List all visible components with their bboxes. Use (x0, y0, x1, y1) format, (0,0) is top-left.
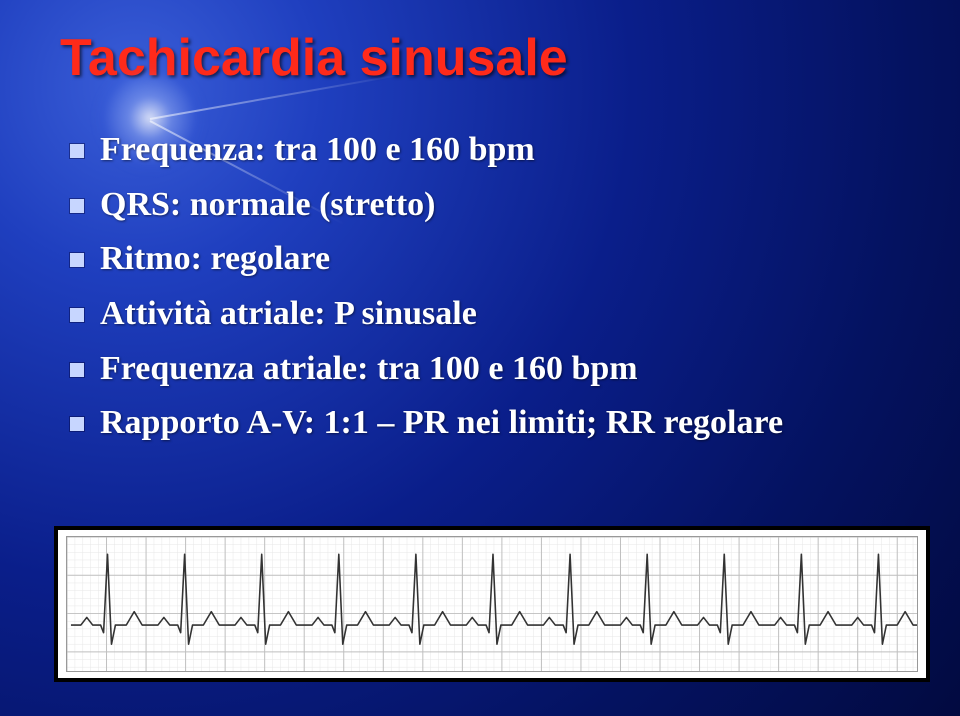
slide-title: Tachicardia sinusale (60, 28, 920, 88)
ecg-trace-svg (67, 537, 917, 671)
bullet-item: Attività atriale: P sinusale (64, 288, 920, 341)
bullet-item: Rapporto A-V: 1:1 – PR nei limiti; RR re… (64, 397, 920, 450)
bullet-list: Frequenza: tra 100 e 160 bpm QRS: normal… (64, 124, 920, 450)
bullet-item: QRS: normale (stretto) (64, 179, 920, 232)
ecg-inner-frame (66, 536, 918, 672)
ecg-strip (54, 526, 930, 682)
bullet-item: Ritmo: regolare (64, 233, 920, 286)
bullet-item: Frequenza: tra 100 e 160 bpm (64, 124, 920, 177)
slide: Tachicardia sinusale Frequenza: tra 100 … (0, 0, 960, 716)
bullet-item: Frequenza atriale: tra 100 e 160 bpm (64, 343, 920, 396)
